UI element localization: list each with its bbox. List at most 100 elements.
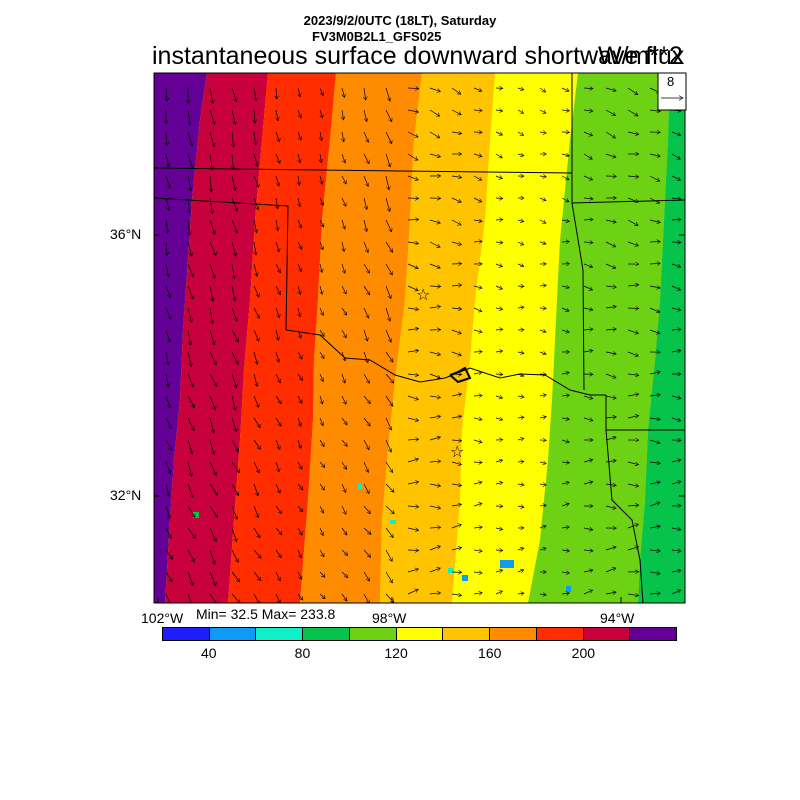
wind-arrow <box>407 506 419 507</box>
wind-arrow <box>429 87 440 92</box>
wind-arrow <box>495 308 503 309</box>
wind-arrow <box>583 482 593 484</box>
wind-arrow <box>341 307 347 315</box>
wind-arrow <box>253 263 257 277</box>
wind-arrow <box>275 285 281 295</box>
wind-arrow <box>605 109 616 116</box>
wind-arrow <box>495 396 503 398</box>
wind-arrow <box>276 197 278 209</box>
wind-arrow <box>495 176 503 179</box>
wind-arrow <box>583 308 593 310</box>
wind-arrow <box>473 286 482 288</box>
wind-arrow <box>407 308 419 310</box>
wind-arrow <box>254 87 256 101</box>
wind-arrow <box>363 593 369 603</box>
wind-arrow <box>297 527 302 535</box>
wind-arrow <box>385 197 390 212</box>
wind-arrow <box>341 593 347 601</box>
wind-arrow <box>253 329 259 341</box>
wind-arrow <box>451 87 461 94</box>
wind-arrow <box>407 263 418 269</box>
wind-arrow <box>451 416 462 418</box>
wind-arrow <box>297 505 303 512</box>
wind-arrow <box>385 153 390 167</box>
wind-arrow <box>363 153 369 164</box>
wind-arrow <box>341 571 348 578</box>
colorbar-segment <box>209 628 257 640</box>
wind-arrow <box>649 286 660 288</box>
wind-arrow <box>649 372 660 374</box>
wind-arrow <box>187 549 195 562</box>
wind-arrow <box>561 462 569 463</box>
wind-arrow <box>671 570 681 572</box>
wind-arrow <box>451 484 462 486</box>
vector-key-box <box>657 72 687 111</box>
wind-arrow <box>495 242 503 243</box>
wind-arrow <box>473 330 482 332</box>
city-marker-1: ☆ <box>416 285 430 304</box>
colorbar-segment <box>630 628 677 640</box>
wind-arrow <box>275 153 280 163</box>
wind-arrow <box>561 440 569 442</box>
wind-arrow <box>539 110 546 113</box>
wind-arrow <box>517 506 524 507</box>
wind-arrow <box>209 483 218 495</box>
wind-arrow <box>341 461 347 469</box>
wind-arrow <box>429 241 440 247</box>
header-model: FV3M0B2L1_GFS025 <box>312 29 442 44</box>
wind-arrow <box>451 132 462 134</box>
wind-arrow <box>319 505 324 513</box>
wind-arrow <box>517 220 524 222</box>
wind-arrow <box>605 87 616 91</box>
wind-arrow <box>253 527 261 538</box>
wind-arrow <box>671 528 681 530</box>
wind-arrow <box>341 483 346 493</box>
wind-arrow <box>605 307 616 309</box>
wind-arrow <box>165 593 171 603</box>
wind-arrow <box>298 175 299 185</box>
wind-arrow <box>473 372 482 374</box>
wind-arrow <box>649 526 660 528</box>
wind-arrow <box>583 285 593 290</box>
wind-arrow <box>671 396 681 399</box>
lat-label-36n: 36°N <box>110 226 142 242</box>
wind-arrow <box>561 372 569 374</box>
wind-arrow <box>473 220 482 221</box>
wind-arrow <box>539 484 546 485</box>
wind-arrow <box>539 352 546 354</box>
wind-arrow <box>561 550 569 551</box>
wind-arrow <box>451 524 461 529</box>
wind-arrow <box>363 175 368 187</box>
wind-arrow <box>187 175 191 191</box>
wind-arrow <box>473 307 482 312</box>
wind-arrow <box>517 570 524 572</box>
wind-arrow <box>165 197 169 211</box>
wind-arrow <box>671 153 680 160</box>
wind-arrow <box>276 219 278 231</box>
wind-arrow <box>473 482 482 484</box>
wind-arrow <box>209 505 218 518</box>
band-8 <box>638 73 685 603</box>
wind-arrow <box>187 351 191 367</box>
wind-arrow <box>539 505 546 506</box>
wind-arrow <box>253 395 259 407</box>
wind-arrow <box>253 307 260 318</box>
wind-arrow <box>583 590 593 595</box>
wind-arrow <box>231 329 239 342</box>
wind-arrow <box>298 197 300 207</box>
wind-arrow <box>407 459 419 463</box>
wind-arrow <box>429 546 440 551</box>
wind-arrow <box>231 373 237 388</box>
wind-arrow <box>627 241 639 246</box>
wind-arrow <box>561 87 569 91</box>
wind-arrow <box>473 462 482 463</box>
wind-arrow <box>319 307 323 316</box>
wind-arrow <box>517 484 524 485</box>
wind-arrow <box>209 109 215 125</box>
wind-arrow <box>232 153 233 169</box>
wind-arrow <box>495 591 503 594</box>
wind-arrow <box>209 571 216 586</box>
wind-arrow <box>231 395 236 411</box>
wind-arrow <box>165 417 172 429</box>
wind-arrow <box>495 418 503 420</box>
